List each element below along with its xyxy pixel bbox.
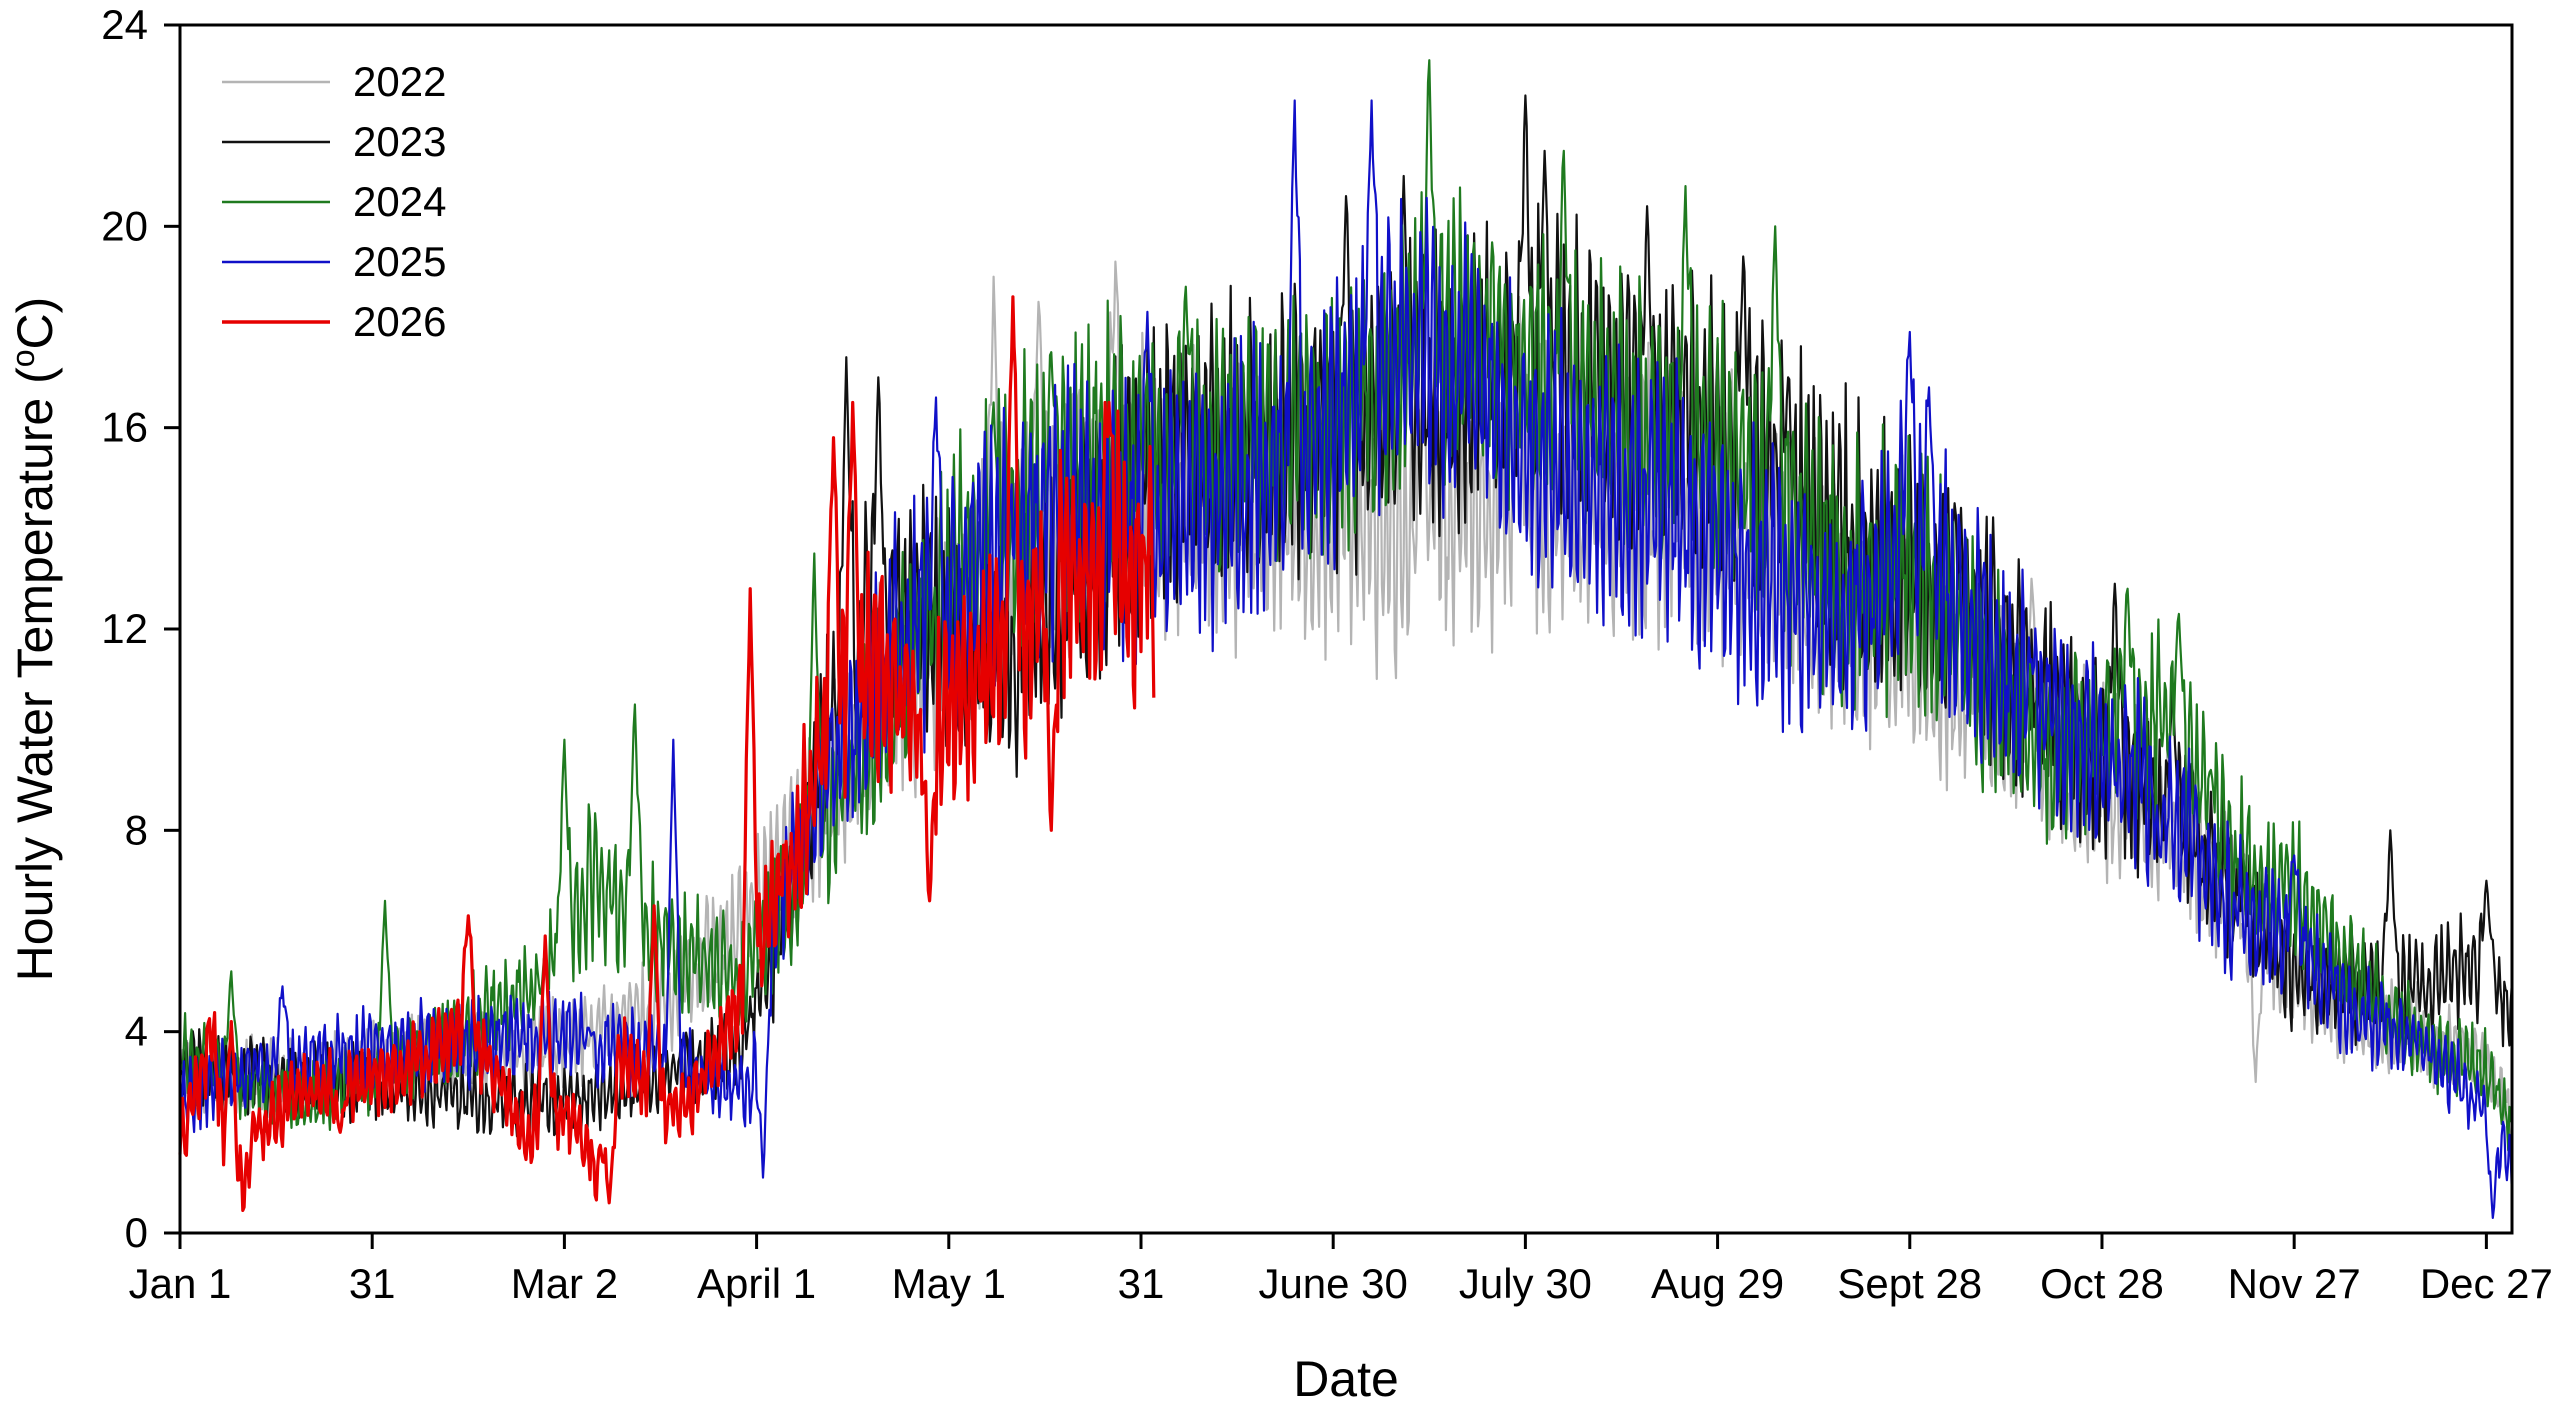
y-axis-title: Hourly Water Temperature (oC) bbox=[5, 297, 63, 982]
x-tick-label: Oct 28 bbox=[2040, 1260, 2164, 1307]
legend: 2022 2023 2024 2025 2026 bbox=[222, 58, 446, 345]
legend-label-2022: 2022 bbox=[353, 58, 446, 105]
series-layer bbox=[178, 59, 2514, 1219]
y-tick-label: 16 bbox=[101, 404, 148, 451]
legend-label-2026: 2026 bbox=[353, 298, 446, 345]
x-tick-label: Jan 1 bbox=[129, 1260, 232, 1307]
x-axis: Jan 1 31 Mar 2 April 1 May 1 31 June 30 July 30… bbox=[129, 1233, 2553, 1307]
x-tick-label: 31 bbox=[1118, 1260, 1165, 1307]
y-tick-label: 24 bbox=[101, 1, 148, 48]
series-line-2025 bbox=[178, 99, 2514, 1219]
y-axis-title-sup: o bbox=[5, 349, 41, 367]
x-tick-label: Mar 2 bbox=[511, 1260, 618, 1307]
x-tick-label: Aug 29 bbox=[1651, 1260, 1784, 1307]
x-tick-label: May 1 bbox=[892, 1260, 1006, 1307]
x-axis-title: Date bbox=[1293, 1351, 1399, 1406]
series-line-2026 bbox=[178, 295, 1156, 1212]
x-tick-label: 31 bbox=[349, 1260, 396, 1307]
x-tick-label: July 30 bbox=[1459, 1260, 1592, 1307]
y-tick-label: 12 bbox=[101, 605, 148, 652]
x-tick-label: Dec 27 bbox=[2420, 1260, 2553, 1307]
y-axis-title-tail: C) bbox=[7, 297, 63, 350]
legend-label-2023: 2023 bbox=[353, 118, 446, 165]
y-axis: 0 4 8 12 16 20 24 bbox=[101, 1, 180, 1256]
x-tick-label: Nov 27 bbox=[2228, 1260, 2361, 1307]
y-tick-label: 0 bbox=[125, 1209, 148, 1256]
legend-label-2025: 2025 bbox=[353, 238, 446, 285]
x-tick-label: April 1 bbox=[697, 1260, 816, 1307]
x-tick-label: Sept 28 bbox=[1837, 1260, 1982, 1307]
legend-label-2024: 2024 bbox=[353, 178, 446, 225]
y-tick-label: 4 bbox=[125, 1008, 148, 1055]
series-line-2024 bbox=[178, 59, 2514, 1152]
x-tick-label: June 30 bbox=[1258, 1260, 1407, 1307]
y-tick-label: 20 bbox=[101, 202, 148, 249]
y-axis-title-main: Hourly Water Temperature ( bbox=[7, 367, 63, 981]
y-tick-label: 8 bbox=[125, 806, 148, 853]
